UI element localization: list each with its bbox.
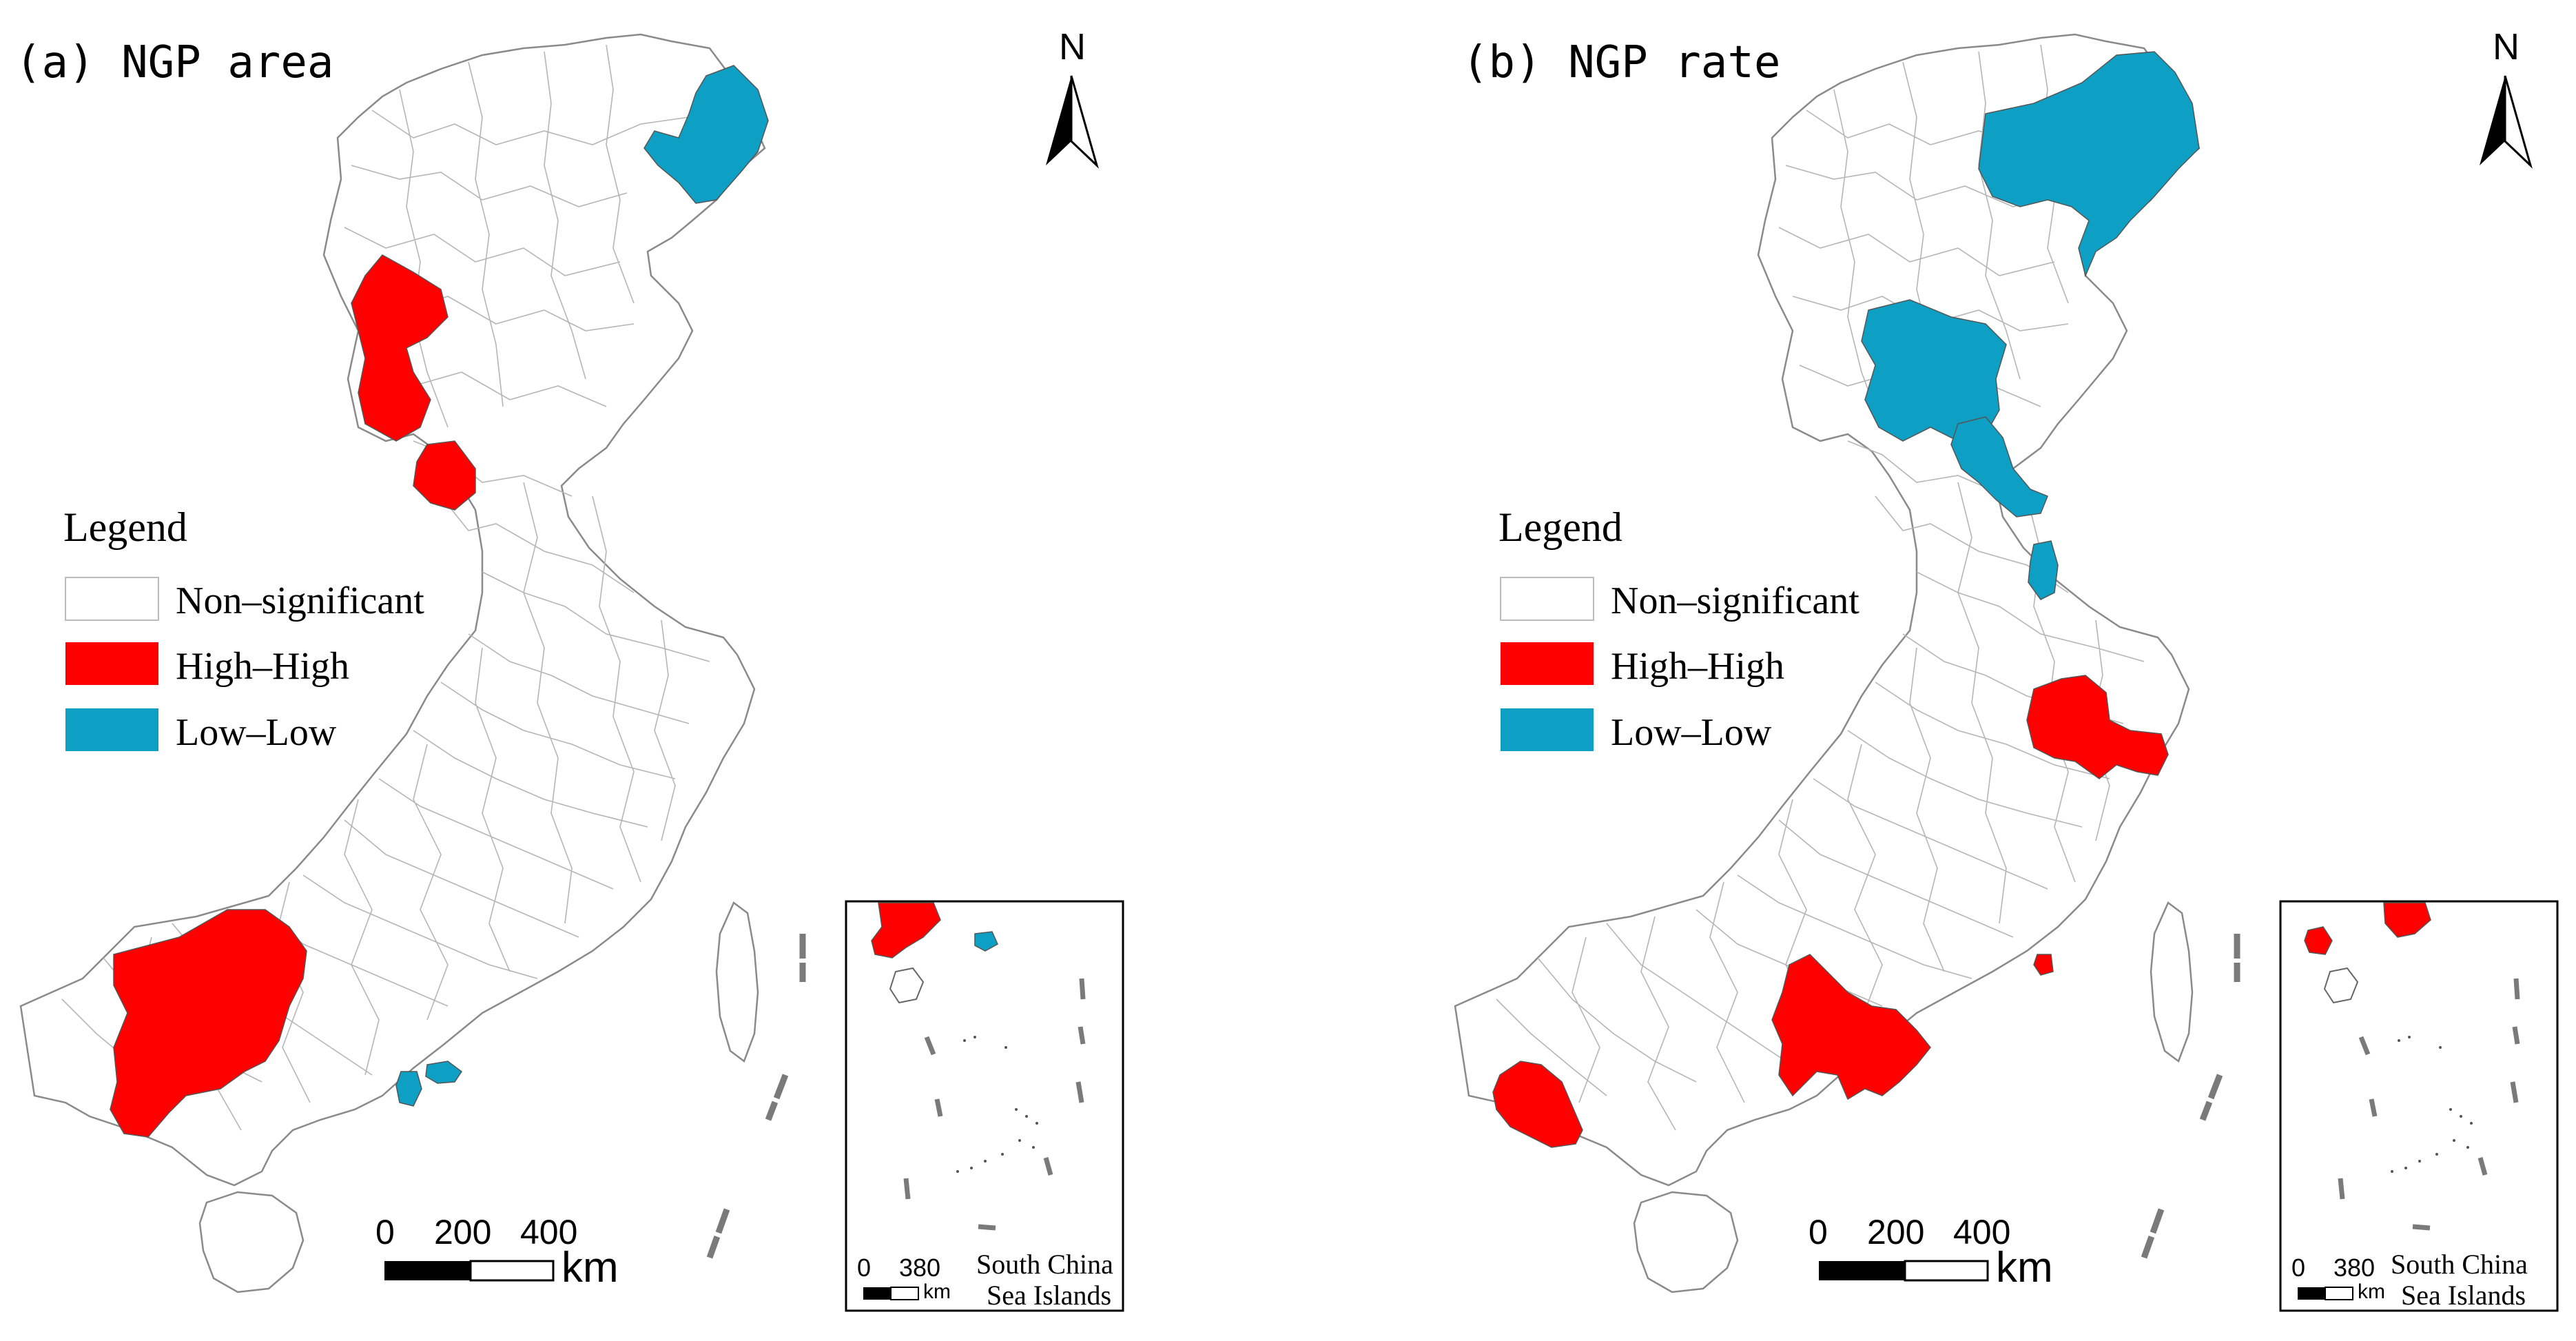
panel-b-scale-tick-400: 400 — [1953, 1213, 2010, 1251]
panel-b-inset: 0 380 km South China Sea Islands — [2279, 900, 2559, 1312]
panel-b-legend-swatch-high-high — [1501, 642, 1594, 685]
panel-a-low-low-region-northeast — [643, 65, 769, 204]
panel-a-legend: Legend Non–significant High–High Low–Low — [63, 504, 424, 754]
panel-b-north-arrow-left — [2480, 76, 2505, 165]
panel-a-high-high-region-north — [351, 254, 449, 442]
panel-b-sea-boundary-lines — [2141, 934, 2240, 1259]
panel-b-low-low-region-central-small — [2028, 540, 2059, 600]
panel-a-legend-swatch-low-low — [65, 708, 158, 751]
panel-a-scale-segment-2 — [469, 1260, 555, 1282]
panel-a-legend-label-non-significant: Non–significant — [176, 580, 424, 622]
panel-b-map — [1454, 33, 2240, 1293]
panel-b-inset-scale-tick-380: 380 — [2333, 1253, 2375, 1282]
panel-b-taiwan-island — [2150, 901, 2194, 1063]
panel-b-inset-frame — [2279, 900, 2559, 1312]
panel-b-title: (b) NGP rate — [1462, 37, 1780, 88]
panel-a: (a) NGP area Legend — [15, 26, 1124, 1312]
panel-b-legend-title: Legend — [1498, 504, 1622, 550]
panel-b-inset-high-high-region-west — [2304, 926, 2333, 955]
panel-b-low-low-region-northeast — [1978, 51, 2200, 278]
panel-b-legend-swatch-low-low — [1501, 708, 1594, 751]
panel-b-inset-hainan — [2323, 967, 2359, 1004]
panel-a-legend-label-high-high: High–High — [176, 645, 349, 688]
panel-a-scale-unit: km — [561, 1244, 619, 1291]
panel-b-north-arrow: N — [2480, 26, 2533, 169]
panel-a-title: (a) NGP area — [15, 37, 333, 88]
panel-b-north-label: N — [2493, 26, 2520, 68]
panel-a-low-low-region-south-1 — [395, 1071, 422, 1107]
panel-b-legend-label-high-high: High–High — [1611, 645, 1784, 688]
panel-b-inset-scale-unit: km — [2358, 1280, 2385, 1303]
panel-b-legend: Legend Non–significant High–High Low–Low — [1498, 504, 1859, 754]
panel-a-scale-segment-1 — [384, 1261, 471, 1280]
panel-a-legend-label-low-low: Low–Low — [176, 711, 337, 754]
panel-b-inset-island-dots — [2391, 1036, 2473, 1173]
panel-a-inset: 0 380 km South China Sea Islands — [845, 900, 1124, 1312]
panel-a-inset-scale-segment-2 — [890, 1287, 919, 1300]
panel-b-high-high-region-southwest — [1492, 1061, 1583, 1148]
panel-a-high-high-region-southwest — [110, 909, 307, 1138]
panel-b-inset-scale-segment-2 — [2325, 1287, 2353, 1300]
panel-a-inset-scale-unit: km — [923, 1280, 951, 1303]
panel-b-inset-sea-boundary-lines — [2338, 978, 2520, 1231]
panel-b-scale-unit: km — [1996, 1244, 2053, 1291]
panel-a-taiwan-island — [715, 901, 759, 1063]
panel-a-inset-label-line1: South China — [976, 1249, 1113, 1280]
panel-a-high-high-region-north-small — [413, 440, 476, 511]
panel-b-high-high-region-south — [1771, 954, 1931, 1101]
panel-a-north-label: N — [1059, 26, 1086, 68]
panel-b-high-high-region-east-small — [2033, 954, 2054, 976]
panel-b-scale-tick-0: 0 — [1809, 1213, 1828, 1251]
panel-b: (b) NGP rate — [1454, 26, 2559, 1312]
panel-b-scale-segment-1 — [1819, 1261, 1905, 1280]
panel-a-hainan-island — [198, 1191, 305, 1293]
panel-b-inset-scale-tick-0: 0 — [2291, 1253, 2305, 1282]
panel-a-scale-tick-0: 0 — [375, 1213, 395, 1251]
panel-a-inset-frame — [845, 900, 1124, 1312]
panel-a-inset-high-high-region — [871, 902, 941, 959]
panel-a-legend-title: Legend — [63, 504, 187, 550]
panel-a-inset-scale-tick-0: 0 — [857, 1253, 871, 1282]
panel-b-hainan-island — [1633, 1191, 1739, 1293]
panel-b-legend-label-low-low: Low–Low — [1611, 711, 1772, 754]
panel-b-scale-bar: 0 200 400 km — [1809, 1213, 2053, 1291]
panel-a-map — [19, 33, 806, 1293]
panel-a-inset-low-low-region — [974, 931, 998, 952]
panel-a-sea-boundary-lines — [706, 934, 806, 1259]
panel-a-legend-swatch-high-high — [65, 642, 158, 685]
panel-b-legend-label-non-significant: Non–significant — [1611, 580, 1859, 622]
panel-b-north-arrow-right — [2504, 75, 2533, 169]
panel-a-inset-scale-segment-1 — [863, 1287, 891, 1300]
panel-a-scale-tick-200: 200 — [434, 1213, 491, 1251]
panel-a-north-arrow-left — [1046, 76, 1071, 165]
panel-a-low-low-region-south-2 — [425, 1061, 463, 1084]
panel-a-legend-swatch-non-significant — [65, 577, 159, 621]
panel-b-legend-swatch-non-significant — [1500, 577, 1594, 621]
panel-a-inset-scale-tick-380: 380 — [899, 1253, 940, 1282]
panel-b-low-low-region-central — [1950, 416, 2048, 518]
panel-a-north-arrow: N — [1046, 26, 1099, 169]
panel-a-north-arrow-right — [1070, 75, 1099, 169]
panel-b-scale-segment-2 — [1904, 1260, 1989, 1282]
panel-b-inset-label-line2: Sea Islands — [2401, 1280, 2526, 1311]
panel-b-scale-tick-200: 200 — [1867, 1213, 1924, 1251]
panel-b-high-high-region-east — [2026, 675, 2169, 779]
panel-a-scale-tick-400: 400 — [520, 1213, 577, 1251]
panel-a-inset-sea-boundary-lines — [903, 978, 1086, 1231]
panel-a-inset-island-dots — [956, 1036, 1038, 1173]
panel-b-inset-scale-segment-1 — [2298, 1287, 2325, 1300]
panel-b-inset-high-high-region-east — [2383, 902, 2431, 938]
panel-a-inset-label-line2: Sea Islands — [987, 1280, 1111, 1311]
panel-a-inset-hainan — [889, 967, 925, 1004]
panel-b-inset-label-line1: South China — [2391, 1249, 2528, 1280]
panel-a-scale-bar: 0 200 400 km — [375, 1213, 619, 1291]
